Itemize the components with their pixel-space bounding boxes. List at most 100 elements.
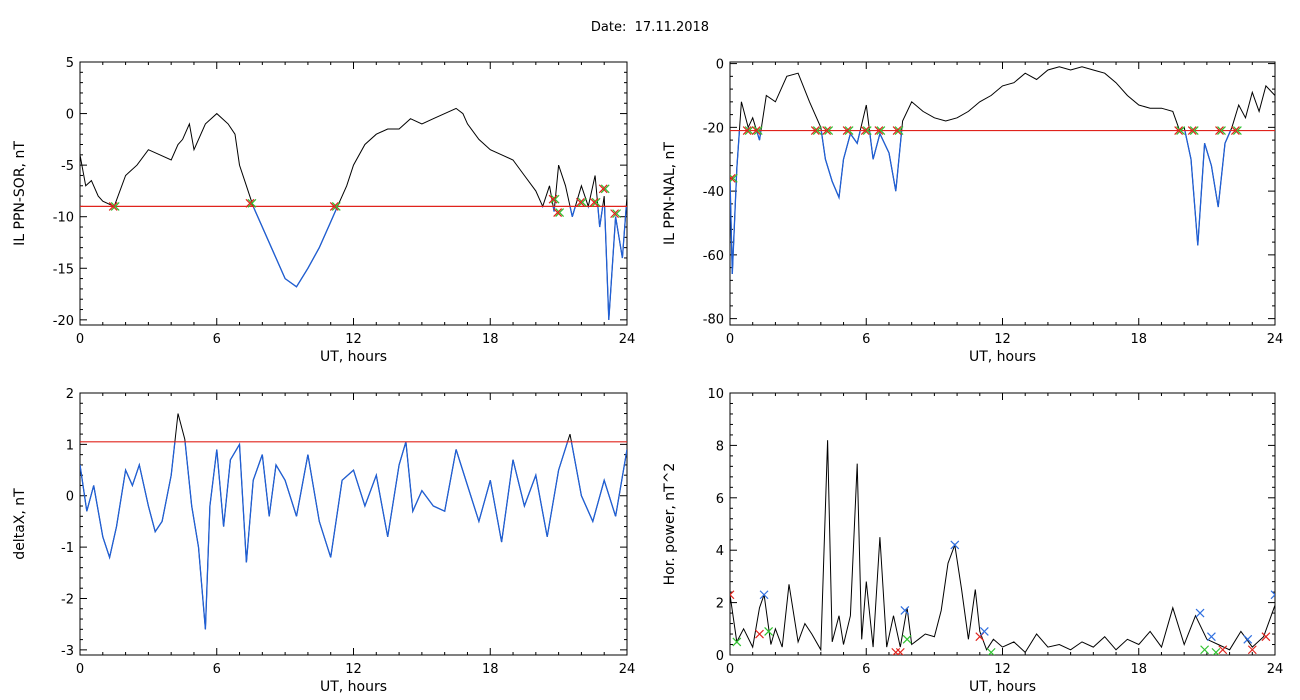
- nal-event-marker: [824, 126, 834, 135]
- nal-event-marker: [1174, 126, 1184, 135]
- nal-event-marker: [810, 126, 820, 135]
- nal-data-line: [730, 66, 1275, 275]
- nal-x-tick-label: 24: [1267, 332, 1284, 347]
- nal-event-marker: [894, 126, 904, 135]
- power-event-marker: [759, 590, 769, 600]
- power-x-tick-label: 6: [862, 662, 870, 677]
- power-event-marker: [1200, 645, 1210, 655]
- nal-event-marker: [1232, 126, 1242, 135]
- nal-x-axis-label: UT, hours: [969, 349, 1036, 365]
- nal-event-marker: [892, 126, 902, 135]
- deltax-plot-area: [80, 413, 627, 630]
- power-event-marker: [730, 590, 735, 600]
- power-event-marker: [1195, 608, 1205, 618]
- deltax-y-tick-label: 0: [66, 490, 74, 505]
- power-event-marker: [1261, 632, 1271, 642]
- power-y-tick-label: 0: [716, 649, 724, 664]
- nal-plot-area: [730, 66, 1275, 275]
- nal-below-threshold-line: [730, 130, 1232, 275]
- deltax-y-tick-label: -2: [61, 592, 74, 607]
- sor-event-marker: [548, 194, 558, 204]
- power-event-marker: [895, 647, 905, 655]
- sor-x-axis-label: UT, hours: [320, 349, 387, 365]
- nal-event-marker: [753, 126, 763, 135]
- power-y-axis-label: Hor. power, nT^2: [662, 463, 678, 586]
- sor-y-tick-label: 0: [66, 108, 74, 123]
- nal-x-tick-label: 0: [726, 332, 734, 347]
- nal-y-tick-label: 0: [716, 58, 724, 73]
- power-x-axis-label: UT, hours: [969, 679, 1036, 695]
- sor-event-marker: [555, 208, 565, 218]
- power-event-marker: [764, 626, 774, 636]
- panel-sor: 0 6 12 18 24 -20 -15 -10 -5 0 5 UT, hours IL PPN-SOR…: [12, 56, 635, 365]
- sor-event-marker: [329, 201, 339, 211]
- deltax-below-threshold-line: [80, 441, 627, 630]
- deltax-x-tick-label: 0: [76, 662, 84, 677]
- power-event-marker: [1211, 647, 1221, 655]
- nal-event-marker: [730, 173, 736, 183]
- power-event-marker: [979, 626, 989, 636]
- sor-plot-area: [80, 107, 627, 320]
- nal-event-marker: [822, 126, 832, 135]
- sor-event-marker: [598, 184, 608, 194]
- deltax-x-tick-label: 24: [619, 662, 636, 677]
- sor-event-marker: [110, 201, 120, 211]
- nal-event-marker: [1176, 126, 1186, 135]
- power-x-tick-label: 24: [1267, 662, 1284, 677]
- sor-y-tick-label: -5: [61, 159, 74, 174]
- nal-event-marker: [1230, 126, 1240, 135]
- sor-data-line: [80, 107, 627, 320]
- nal-x-tick-label: 12: [994, 332, 1011, 347]
- sor-x-tick-label: 0: [76, 332, 84, 347]
- sor-event-marker: [553, 208, 563, 218]
- power-plot-area: [730, 440, 1275, 655]
- nal-x-tick-label: 18: [1130, 332, 1147, 347]
- power-y-tick-label: 4: [716, 544, 724, 559]
- figure-date-title: Date: 17.11.2018: [590, 20, 710, 35]
- nal-event-marker: [742, 126, 752, 135]
- nal-event-marker: [812, 126, 822, 135]
- sor-event-marker: [550, 194, 560, 204]
- power-event-marker: [732, 637, 742, 647]
- power-event-marker: [1247, 645, 1257, 655]
- sor-event-marker: [245, 198, 255, 208]
- panel-nal: 0 6 12 18 24 -80 -60 -40 -20 0 UT, hours IL PPN-NAL…: [662, 58, 1283, 365]
- sor-event-marker: [610, 209, 620, 219]
- nal-x-tick-label: 6: [862, 332, 870, 347]
- nal-y-tick-label: -80: [703, 313, 724, 328]
- deltax-x-tick-label: 6: [213, 662, 221, 677]
- nal-event-marker: [874, 126, 884, 135]
- power-y-tick-label: 10: [707, 387, 724, 402]
- sor-x-tick-label: 6: [213, 332, 221, 347]
- sor-y-tick-label: -10: [53, 211, 74, 226]
- nal-event-marker: [1187, 126, 1197, 135]
- power-data-line: [730, 440, 1275, 654]
- sor-event-marker: [589, 197, 599, 207]
- power-event-marker: [1270, 590, 1275, 600]
- sor-x-tick-label: 24: [619, 332, 636, 347]
- power-x-tick-label: 18: [1130, 662, 1147, 677]
- power-event-marker: [1243, 634, 1253, 644]
- sor-below-threshold-line: [112, 206, 627, 320]
- power-y-tick-label: 2: [716, 597, 724, 612]
- deltax-x-tick-label: 18: [482, 662, 499, 677]
- deltax-x-tick-label: 12: [345, 662, 362, 677]
- power-event-marker: [902, 634, 912, 644]
- sor-y-tick-label: -20: [53, 314, 74, 329]
- sor-y-tick-label: -15: [53, 262, 74, 277]
- sor-event-marker: [612, 209, 622, 219]
- power-event-marker: [900, 606, 910, 615]
- nal-event-marker: [744, 126, 754, 135]
- nal-event-marker: [1217, 126, 1226, 135]
- nal-event-marker: [860, 126, 870, 135]
- sor-plot-frame: [79, 61, 628, 326]
- power-event-marker: [1206, 632, 1216, 642]
- sor-event-marker: [108, 201, 118, 211]
- deltax-y-tick-label: -1: [61, 541, 74, 556]
- sor-event-marker: [331, 201, 341, 211]
- power-event-marker: [1218, 645, 1228, 655]
- sor-x-tick-label: 12: [345, 332, 362, 347]
- power-x-tick-label: 12: [994, 662, 1011, 677]
- sor-y-axis-label: IL PPN-SOR, nT: [12, 141, 28, 246]
